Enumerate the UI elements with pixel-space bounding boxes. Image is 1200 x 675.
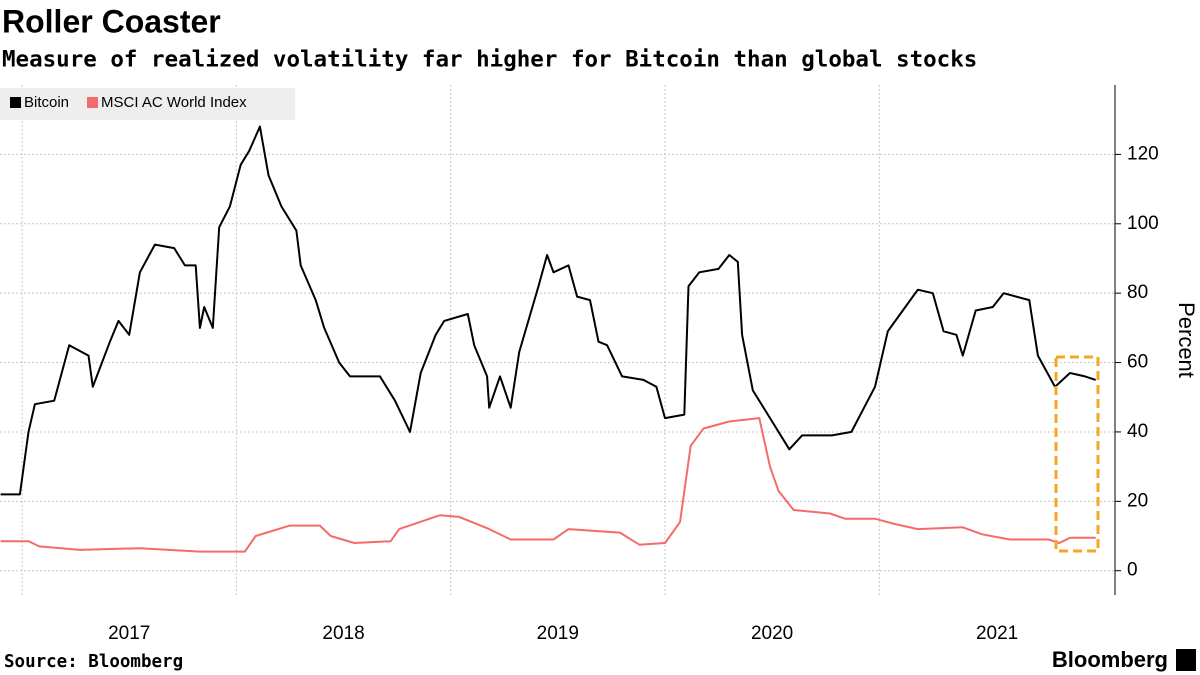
y-tick-label: 100 (1127, 213, 1159, 234)
brand-icon (1176, 649, 1196, 671)
source: Source: Bloomberg (4, 652, 183, 672)
x-tick-label: 2021 (976, 623, 1018, 644)
y-tick-label: 60 (1127, 352, 1148, 373)
series-line (0, 417, 1096, 553)
y-axis-label: Percent (1174, 302, 1199, 378)
y-tick-label: 120 (1127, 143, 1159, 164)
y-tick-label: 20 (1127, 490, 1148, 511)
legend-swatch (10, 97, 21, 108)
brand: Bloomberg (1052, 647, 1168, 672)
series-line (0, 125, 1097, 496)
chart-title: Roller Coaster (2, 3, 221, 39)
x-tick-label: 2020 (751, 623, 793, 644)
y-tick-label: 80 (1127, 282, 1148, 303)
legend-swatch (87, 97, 99, 108)
legend: Bitcoin MSCI AC World Index (0, 88, 295, 120)
highlight-box (1054, 355, 1100, 553)
x-tick-label: 2019 (537, 623, 579, 644)
plot: 0 20 40 60 80 100 120 2017 2018 2019 2020 2021 (0, 85, 1159, 644)
legend-label: MSCI AC World Index (101, 94, 247, 111)
x-tick-label: 2017 (108, 623, 150, 644)
legend-background (0, 88, 295, 120)
y-tick-label: 40 (1127, 421, 1148, 442)
y-tick-label: 0 (1127, 560, 1138, 581)
x-tick-label: 2018 (322, 623, 364, 644)
chart-subtitle: Measure of realized volatility far highe… (2, 47, 977, 73)
legend-label: Bitcoin (24, 94, 69, 111)
